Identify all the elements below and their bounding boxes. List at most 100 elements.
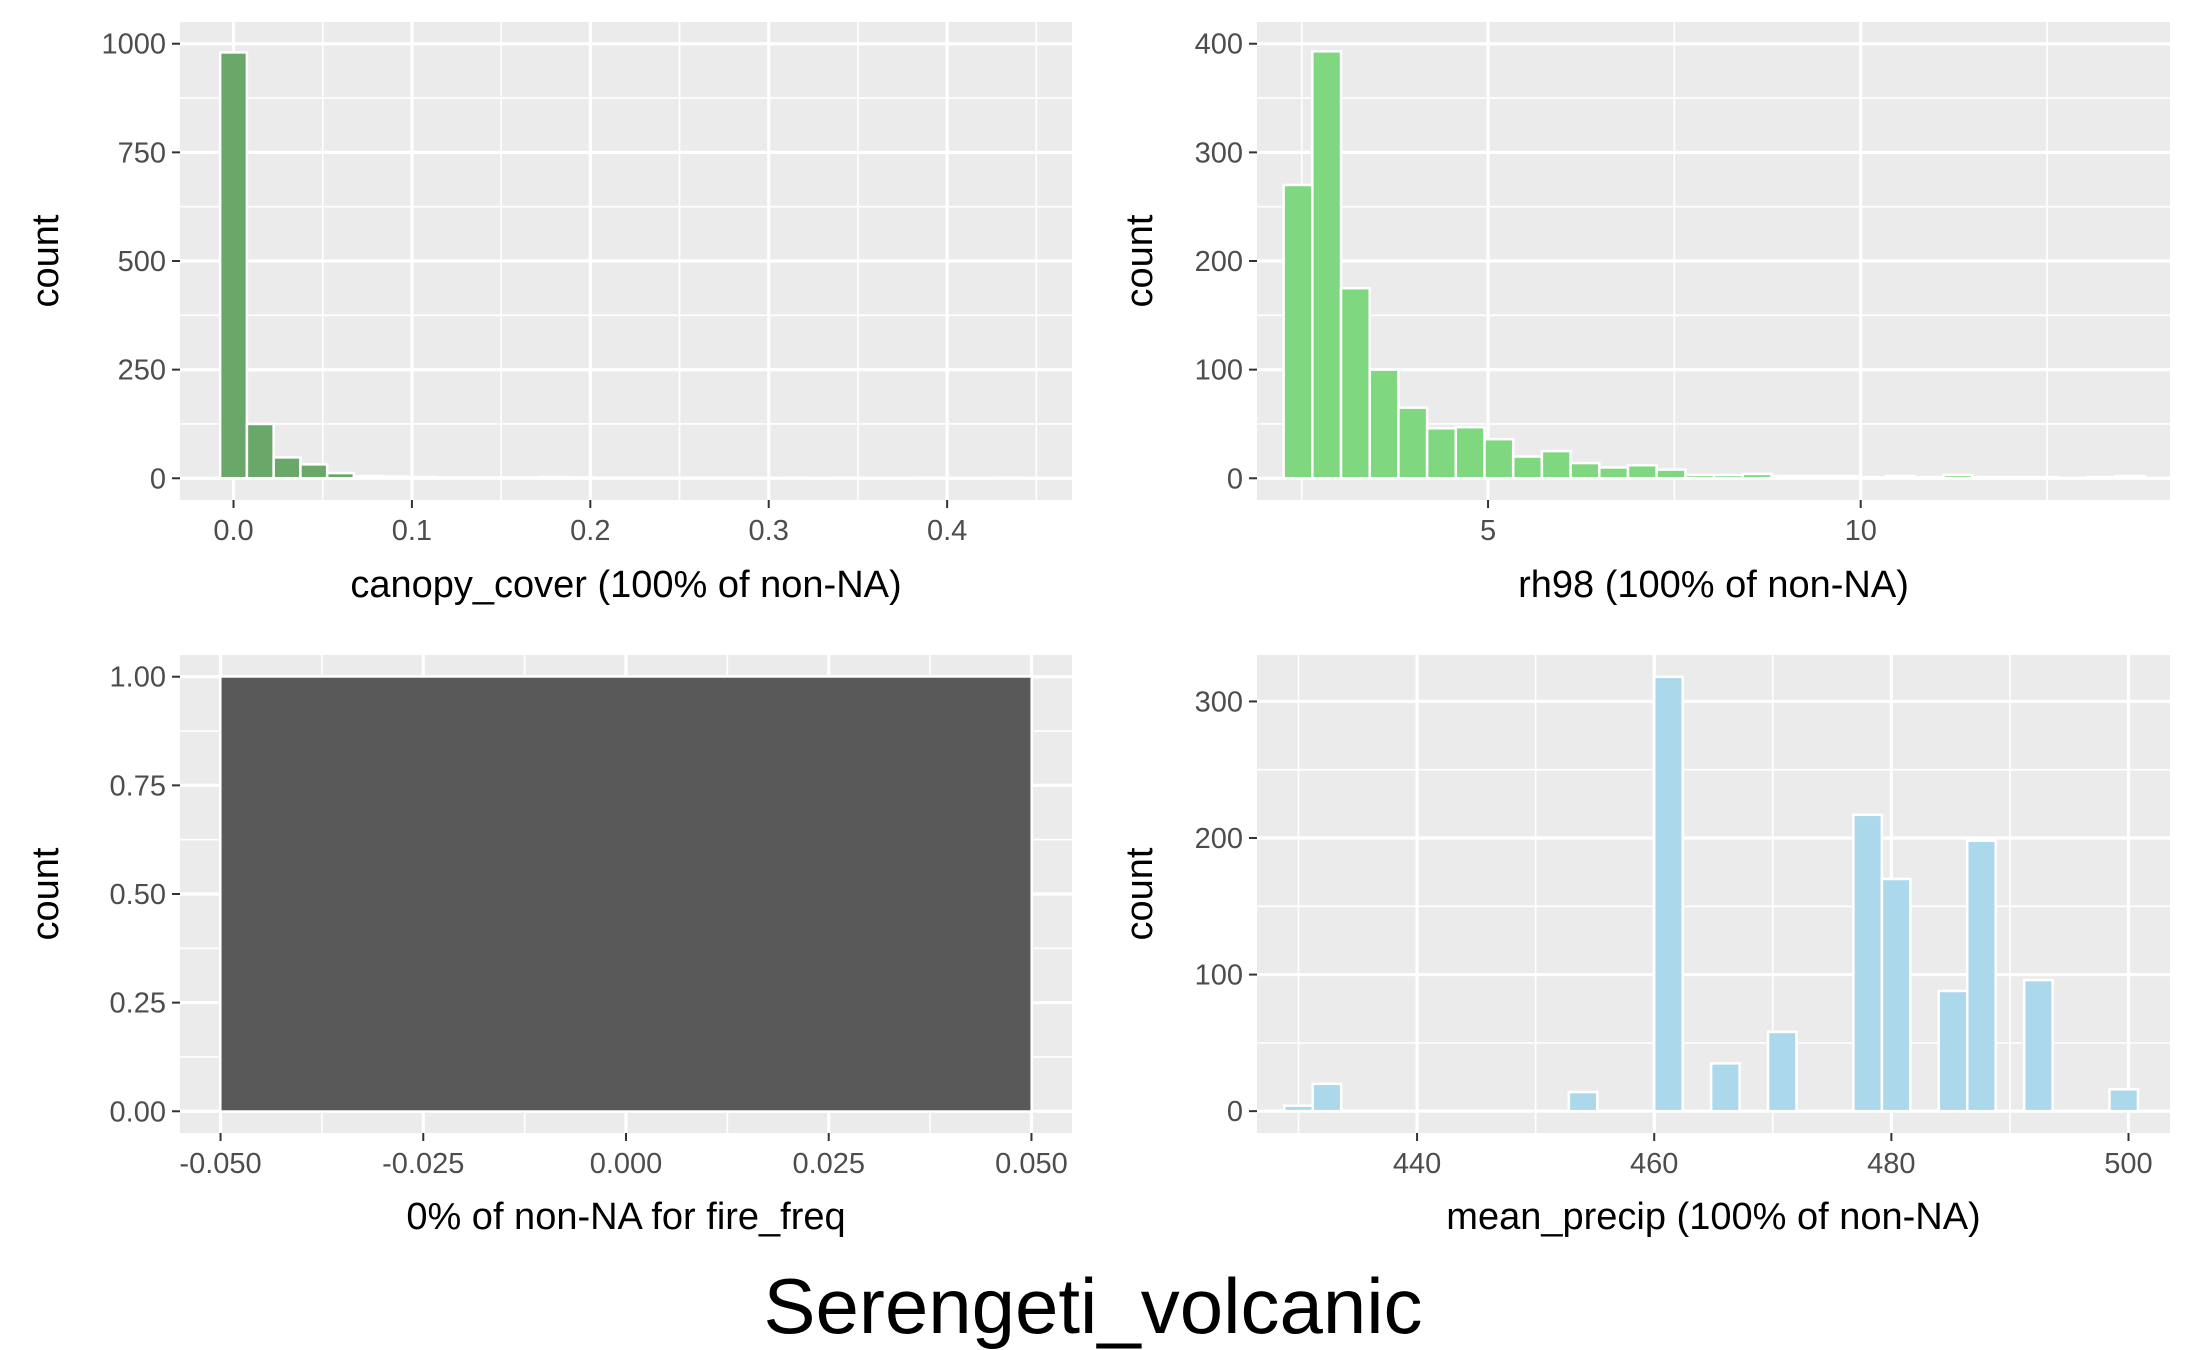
histogram-bar (513, 476, 543, 480)
histogram-bar (1965, 839, 1997, 1113)
x-tick-label: 480 (1867, 1148, 1915, 1180)
x-tick-label: 0.0 (213, 515, 253, 547)
histogram-bar (1339, 286, 1371, 480)
y-tick-label: 400 (1195, 29, 1243, 61)
histogram-bar (2108, 1088, 2140, 1113)
y-tick-label: 200 (1195, 823, 1243, 855)
histogram-bar (1540, 449, 1572, 480)
y-tick-label: 100 (1195, 960, 1243, 992)
x-tick-label: 0.4 (927, 515, 967, 547)
x-axis-title: mean_precip (100% of non-NA) (1446, 1196, 1980, 1238)
x-axis-title: canopy_cover (100% of non-NA) (350, 564, 901, 606)
x-axis-title: 0% of non-NA for fire_freq (406, 1196, 845, 1238)
histogram-bar (219, 675, 1033, 1113)
histogram-bar (1712, 473, 1745, 480)
histogram-bar (432, 476, 463, 480)
histogram-bar (406, 475, 436, 480)
panel-canopy-cover: 0.0 0.1 0.2 0.3 0.4 0 250 500 750 1000 canopy_cove… (25, 22, 1072, 606)
histogram-bar (2022, 978, 2054, 1113)
y-tick-label: 250 (118, 355, 166, 387)
histogram-bar (1569, 461, 1601, 480)
y-tick-label: 300 (1195, 137, 1243, 169)
y-tick-label: 100 (1195, 355, 1243, 387)
y-tick-label: 1000 (101, 29, 166, 61)
x-axis-title: rh98 (100% of non-NA) (1518, 564, 1909, 606)
histogram-bar (1971, 475, 2003, 480)
x-tick-label: 500 (2104, 1148, 2152, 1180)
x-tick-label: 0.2 (570, 515, 610, 547)
histogram-bar (299, 463, 329, 480)
y-axis-title: count (1119, 847, 1161, 940)
y-axis-title: count (1119, 214, 1161, 307)
histogram-bar (1454, 425, 1486, 480)
y-tick-label: 1.00 (110, 662, 166, 694)
histogram-bar (1770, 474, 1802, 480)
x-tick-label: -0.050 (179, 1148, 261, 1180)
y-axis-title: count (25, 847, 67, 940)
y-tick-label: 0.00 (110, 1096, 166, 1128)
histogram-bar (379, 475, 409, 480)
histogram-bar (1368, 368, 1400, 480)
x-tick-label: 0.000 (590, 1148, 663, 1180)
x-tick-label: 460 (1630, 1148, 1678, 1180)
y-tick-label: 300 (1195, 686, 1243, 718)
histogram-bar (1880, 877, 1912, 1113)
histogram-bar (245, 422, 275, 480)
histogram-bar (1652, 675, 1684, 1113)
y-tick-label: 750 (118, 137, 166, 169)
histogram-bar (1827, 474, 1859, 480)
y-axis-title: count (25, 214, 67, 307)
histogram-bar (1856, 475, 1888, 480)
histogram-bar (1942, 473, 1974, 480)
x-tick-label: -0.025 (382, 1148, 464, 1180)
panel-fire-freq: -0.050 -0.025 0.000 0.025 0.050 0.00 0.25 0.50 0… (25, 655, 1072, 1238)
histogram-bar (1999, 475, 2031, 480)
histogram-bar (1397, 406, 1429, 480)
histogram-bar (1311, 1082, 1343, 1113)
histogram-bar (1913, 475, 1945, 480)
panel-mean-precip: 440 460 480 500 0 100 200 300 mean_precip (100% … (1119, 655, 2170, 1238)
histogram-bar (1709, 1062, 1741, 1113)
histogram-bar (218, 51, 249, 480)
x-tick-label: 0.3 (749, 515, 789, 547)
x-tick-label: 10 (1845, 515, 1877, 547)
histogram-bar (566, 476, 597, 480)
histogram-bar (1311, 50, 1343, 480)
histogram-bar (1626, 463, 1658, 480)
x-tick-label: 0.1 (392, 515, 432, 547)
y-tick-label: 0 (1227, 463, 1243, 495)
histogram-bar (2114, 474, 2146, 480)
histogram-bar (1884, 474, 1917, 480)
x-tick-label: 0.025 (792, 1148, 865, 1180)
y-tick-label: 0 (1227, 1096, 1243, 1128)
y-tick-label: 500 (118, 246, 166, 278)
histogram-bar (1425, 427, 1458, 480)
x-tick-label: 5 (1480, 515, 1496, 547)
y-tick-label: 0 (150, 463, 166, 495)
histogram-bar (1741, 472, 1773, 480)
histogram-bar (1852, 813, 1884, 1113)
histogram-bar (1598, 466, 1630, 480)
histogram-bar (1511, 455, 1544, 480)
histogram-bar (1567, 1090, 1599, 1113)
figure-title: Serengeti_volcanic (763, 1262, 1422, 1350)
histogram-bar (459, 476, 489, 480)
panel-background (1257, 655, 2170, 1133)
histogram-bar (2028, 475, 2060, 480)
histogram-bar (1766, 1030, 1798, 1113)
histogram-bar (1283, 1104, 1314, 1113)
histogram-bar (1483, 437, 1515, 480)
x-tick-label: 440 (1393, 1148, 1441, 1180)
y-tick-label: 200 (1195, 246, 1243, 278)
histogram-bar (1937, 989, 1969, 1113)
histogram-bar (1655, 468, 1687, 480)
histogram-bar (1684, 473, 1716, 480)
histogram-bar (486, 476, 516, 480)
histogram-bar (1798, 474, 1831, 480)
y-tick-label: 0.75 (110, 770, 166, 802)
histogram-bar (1282, 183, 1314, 480)
histogram-bar (272, 456, 302, 480)
histogram-bar (540, 475, 570, 480)
